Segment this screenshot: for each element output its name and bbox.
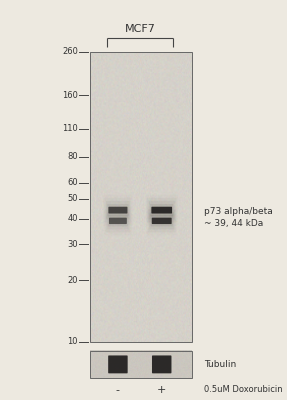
Bar xyxy=(90,351,192,378)
Text: -: - xyxy=(116,385,120,395)
Text: 110: 110 xyxy=(62,124,78,133)
Text: 30: 30 xyxy=(67,240,78,249)
Text: 50: 50 xyxy=(67,194,78,203)
Text: Tubulin: Tubulin xyxy=(204,360,236,369)
Bar xyxy=(90,52,192,342)
FancyBboxPatch shape xyxy=(149,201,175,219)
FancyBboxPatch shape xyxy=(108,356,128,373)
FancyBboxPatch shape xyxy=(108,207,127,214)
Text: p73 alpha/beta
~ 39, 44 kDa: p73 alpha/beta ~ 39, 44 kDa xyxy=(204,207,273,228)
Text: 40: 40 xyxy=(67,214,78,223)
FancyBboxPatch shape xyxy=(107,204,129,216)
Text: 20: 20 xyxy=(67,276,78,285)
FancyBboxPatch shape xyxy=(109,218,127,224)
FancyBboxPatch shape xyxy=(152,218,172,224)
Text: 60: 60 xyxy=(67,178,78,187)
Text: 80: 80 xyxy=(67,152,78,162)
Text: +: + xyxy=(157,385,166,395)
Text: 10: 10 xyxy=(67,338,78,346)
FancyBboxPatch shape xyxy=(150,204,173,216)
Text: 160: 160 xyxy=(62,91,78,100)
Text: 0.5uM Doxorubicin  for  24 hours: 0.5uM Doxorubicin for 24 hours xyxy=(204,386,287,394)
FancyBboxPatch shape xyxy=(152,356,171,373)
Text: MCF7: MCF7 xyxy=(124,24,155,34)
FancyBboxPatch shape xyxy=(151,207,172,214)
Text: 260: 260 xyxy=(62,48,78,56)
FancyBboxPatch shape xyxy=(151,215,173,226)
